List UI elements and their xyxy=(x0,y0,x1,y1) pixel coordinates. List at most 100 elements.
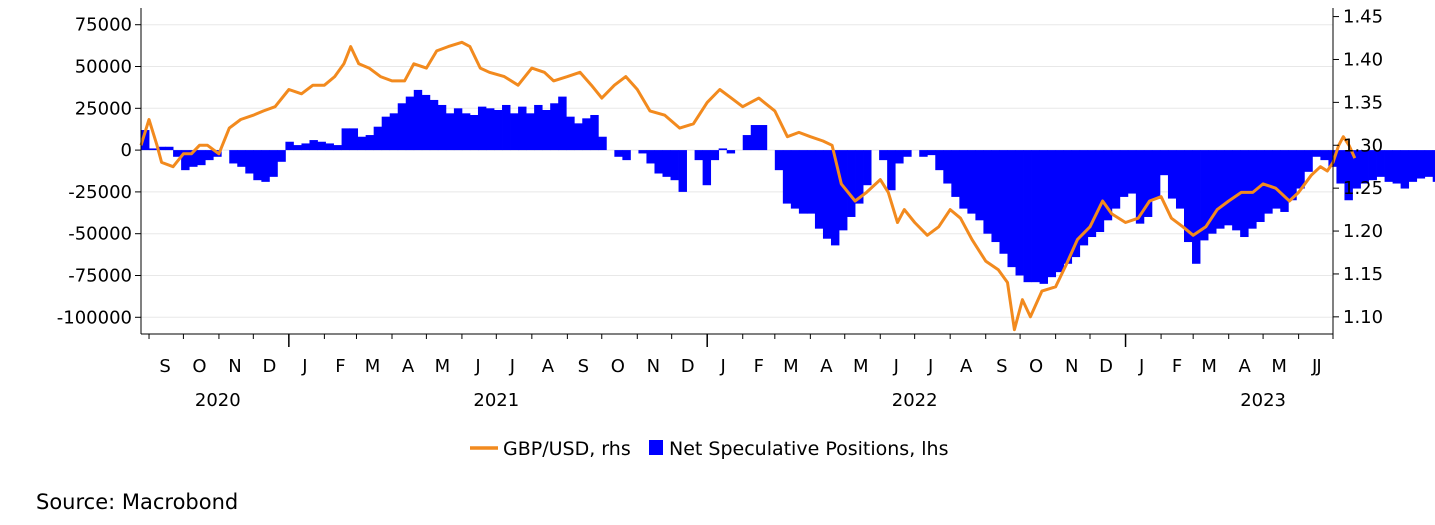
net-spec-bar xyxy=(943,150,952,184)
net-spec-bar xyxy=(397,103,407,151)
net-spec-bar xyxy=(999,150,1008,254)
net-spec-bar xyxy=(1264,150,1273,214)
net-spec-bar xyxy=(967,150,976,214)
net-spec-bar xyxy=(1087,150,1097,238)
net-spec-bar xyxy=(1055,150,1065,273)
net-spec-bar xyxy=(1336,150,1345,184)
net-spec-bar xyxy=(1175,150,1185,209)
net-spec-bar xyxy=(903,150,912,157)
x-axis-month-label: M xyxy=(1201,356,1217,377)
net-spec-bar xyxy=(381,116,391,151)
net-spec-bar xyxy=(1384,150,1393,182)
net-spec-bar xyxy=(662,150,671,177)
net-spec-bar xyxy=(173,150,182,157)
net-spec-bar xyxy=(1408,150,1418,182)
net-spec-bar xyxy=(542,109,551,151)
x-axis-month-label: F xyxy=(335,356,345,377)
net-spec-bar xyxy=(1280,150,1289,212)
right-axis-tick-label: 1.10 xyxy=(1343,307,1383,328)
net-spec-bar xyxy=(485,108,495,151)
net-spec-bar xyxy=(325,143,334,151)
net-spec-bar xyxy=(1007,150,1016,268)
right-axis-tick-label: 1.45 xyxy=(1343,7,1383,28)
x-axis-month-label: A xyxy=(1239,356,1252,377)
net-spec-bar xyxy=(1288,150,1297,201)
net-spec-bar xyxy=(951,150,960,197)
net-spec-bar xyxy=(301,143,310,151)
net-spec-bar xyxy=(935,150,944,171)
net-spec-bar xyxy=(1320,150,1329,161)
chart: 75000 50000 25000 0 -25000 -50000 -75000 -10000… xyxy=(57,7,1435,460)
net-spec-bar xyxy=(1368,150,1377,181)
net-spec-bar xyxy=(1424,150,1434,177)
net-spec-bar xyxy=(526,113,535,151)
net-spec-bar xyxy=(534,104,543,151)
net-spec-bar xyxy=(365,135,375,151)
net-spec-bar xyxy=(726,150,736,154)
x-axis-month-label: S xyxy=(996,356,1007,377)
x-axis-month-label: A xyxy=(820,356,833,377)
net-spec-bar xyxy=(349,128,359,151)
net-spec-bar xyxy=(1023,150,1032,283)
x-axis-year-label: 2021 xyxy=(473,390,519,411)
net-spec-bar xyxy=(750,125,760,151)
left-axis-tick-label: -25000 xyxy=(68,182,132,203)
net-spec-bar xyxy=(1392,150,1402,184)
net-spec-bar xyxy=(1151,150,1161,199)
net-spec-bar xyxy=(790,150,800,209)
legend-label-gbp-usd: GBP/USD, rhs xyxy=(503,438,631,460)
x-axis-month-label: O xyxy=(192,356,206,377)
net-spec-bar xyxy=(1248,150,1257,229)
net-spec-bar xyxy=(205,150,214,161)
x-axis-month-label: J xyxy=(1311,356,1317,377)
net-spec-bar xyxy=(1119,150,1129,197)
net-spec-bar xyxy=(694,150,704,161)
net-spec-bar xyxy=(678,150,687,192)
net-spec-bar xyxy=(1312,150,1321,157)
right-axis-tick-label: 1.20 xyxy=(1343,221,1383,242)
net-spec-bar xyxy=(1135,150,1145,224)
net-spec-bar xyxy=(1304,150,1313,172)
net-spec-bar xyxy=(1216,150,1225,229)
net-spec-bar xyxy=(309,140,318,151)
net-spec-bar xyxy=(477,106,487,151)
net-spec-bar xyxy=(518,106,527,151)
net-spec-bar xyxy=(333,145,342,151)
net-spec-bar xyxy=(277,150,286,162)
left-axis-tick-label: 0 xyxy=(121,140,132,161)
net-spec-bar xyxy=(1111,150,1121,209)
net-spec-bar xyxy=(357,136,367,151)
legend-bar-swatch xyxy=(649,440,663,455)
x-axis-year-label: 2020 xyxy=(195,390,241,411)
net-spec-bar xyxy=(261,150,270,182)
net-spec-bar xyxy=(822,150,832,239)
net-spec-bar xyxy=(598,136,607,151)
net-spec-bar xyxy=(1127,150,1137,194)
x-axis-month-label: D xyxy=(1099,356,1113,377)
net-spec-bar xyxy=(638,150,647,154)
net-spec-bar xyxy=(895,150,904,164)
net-spec-bar xyxy=(879,150,888,161)
net-spec-bar xyxy=(1352,150,1361,189)
x-axis-month-label: S xyxy=(159,356,170,377)
x-axis-month-label: J xyxy=(1315,356,1321,377)
x-axis-month-label: M xyxy=(853,356,869,377)
net-spec-bar xyxy=(453,108,463,151)
net-spec-bar xyxy=(855,150,864,204)
x-axis-month-label: N xyxy=(1065,356,1078,377)
right-axis-tick-label: 1.40 xyxy=(1343,49,1383,70)
net-spec-bar xyxy=(654,150,663,174)
net-spec-bar xyxy=(622,150,631,161)
x-axis-month-label: J xyxy=(893,356,899,377)
net-spec-bar xyxy=(887,150,896,191)
net-spec-bar xyxy=(582,118,591,151)
x-axis-month-label: F xyxy=(1172,356,1182,377)
net-spec-bar xyxy=(1095,150,1105,233)
axes: 75000 50000 25000 0 -25000 -50000 -75000 -10000… xyxy=(57,7,1383,411)
source-note: Source: Macrobond xyxy=(36,490,239,514)
net-spec-bar xyxy=(919,150,928,157)
x-axis-month-label: M xyxy=(435,356,451,377)
net-spec-bar xyxy=(1192,150,1201,264)
net-spec-bar xyxy=(927,150,936,156)
left-axis-tick-label: -100000 xyxy=(57,307,132,328)
